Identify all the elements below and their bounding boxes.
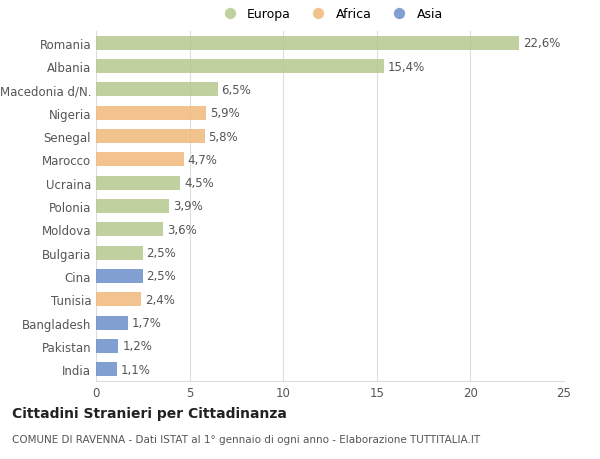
Bar (96, 200, 169, 213)
Bar (96, 153, 184, 167)
Bar (96, 246, 143, 260)
Text: 2,4%: 2,4% (145, 293, 175, 306)
Bar (96, 223, 163, 237)
Text: 22,6%: 22,6% (523, 37, 560, 50)
Legend: Europa, Africa, Asia: Europa, Africa, Asia (212, 4, 448, 27)
Text: 15,4%: 15,4% (388, 61, 425, 73)
Text: 4,5%: 4,5% (184, 177, 214, 190)
Bar (96, 130, 205, 144)
Text: 2,5%: 2,5% (146, 246, 176, 259)
Text: Cittadini Stranieri per Cittadinanza: Cittadini Stranieri per Cittadinanza (12, 406, 287, 420)
Text: 2,5%: 2,5% (146, 270, 176, 283)
Text: 1,1%: 1,1% (121, 363, 150, 376)
Text: COMUNE DI RAVENNA - Dati ISTAT al 1° gennaio di ogni anno - Elaborazione TUTTITA: COMUNE DI RAVENNA - Dati ISTAT al 1° gen… (12, 434, 480, 444)
Bar (96, 292, 141, 307)
Text: 3,9%: 3,9% (173, 200, 203, 213)
Text: 3,6%: 3,6% (167, 224, 197, 236)
Bar (96, 316, 128, 330)
Bar (96, 176, 180, 190)
Text: 4,7%: 4,7% (188, 154, 218, 167)
Text: 1,7%: 1,7% (131, 316, 161, 329)
Text: 6,5%: 6,5% (221, 84, 251, 97)
Bar (96, 339, 118, 353)
Text: 5,8%: 5,8% (208, 130, 238, 143)
Bar (96, 269, 143, 283)
Bar (96, 60, 384, 74)
Bar (96, 362, 116, 376)
Text: 1,2%: 1,2% (122, 340, 152, 353)
Text: 5,9%: 5,9% (210, 107, 240, 120)
Bar (96, 106, 206, 121)
Bar (96, 83, 218, 97)
Bar (96, 37, 519, 51)
